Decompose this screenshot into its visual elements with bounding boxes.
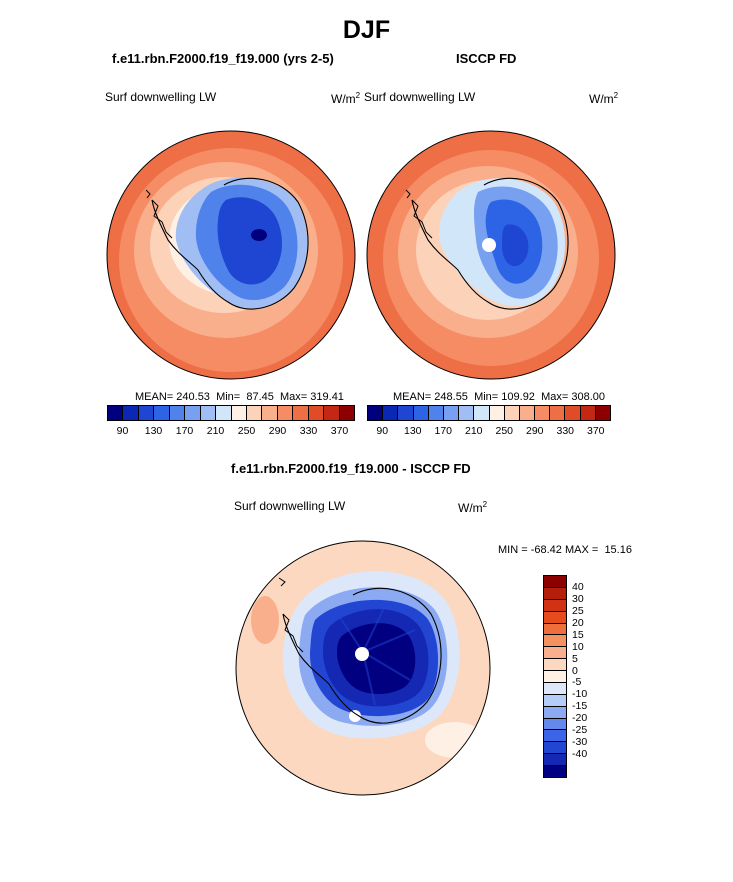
colorbar-swatch [108, 406, 124, 420]
colorbar-swatch [474, 406, 490, 420]
colorbar-tick-label: 130 [403, 425, 422, 437]
obs-colorbar [367, 405, 611, 421]
colorbar-swatch [550, 406, 566, 420]
colorbar-swatch [544, 635, 566, 648]
colorbar-swatch [413, 406, 429, 420]
diff-polar-map [235, 540, 491, 796]
colorbar-tick-label: 370 [586, 425, 605, 437]
colorbar-tick-label: 250 [495, 425, 514, 437]
colorbar-tick-label: 130 [144, 425, 163, 437]
colorbar-tick-label: 40 [572, 580, 584, 593]
model-panel-title: f.e11.rbn.F2000.f19_f19.000 (yrs 2-5) [112, 51, 334, 66]
colorbar-swatch [544, 694, 566, 707]
colorbar-swatch [580, 406, 596, 420]
colorbar-tick-label: 170 [175, 425, 194, 437]
colorbar-swatch [535, 406, 551, 420]
colorbar-swatch [169, 406, 186, 420]
colorbar-swatch [544, 706, 566, 719]
colorbar-tick-label: -15 [572, 700, 588, 713]
model-stats: MEAN= 240.53 Min= 87.45 Max= 319.41 [135, 391, 344, 403]
colorbar-swatch [200, 406, 217, 420]
diff-colorbar [543, 575, 567, 778]
colorbar-swatch [443, 406, 460, 420]
colorbar-tick-label: 370 [330, 425, 349, 437]
colorbar-swatch [383, 406, 399, 420]
colorbar-swatch [544, 587, 566, 600]
colorbar-swatch [308, 406, 325, 420]
colorbar-tick-label: 20 [572, 616, 584, 629]
colorbar-tick-label: 25 [572, 604, 584, 617]
colorbar-swatch [324, 406, 340, 420]
colorbar-tick-label: -40 [572, 748, 588, 761]
colorbar-swatch [339, 406, 354, 420]
colorbar-swatch [544, 671, 566, 683]
colorbar-swatch [123, 406, 139, 420]
colorbar-tick-label: 90 [376, 425, 389, 437]
colorbar-swatch [544, 647, 566, 660]
colorbar-swatch [565, 406, 581, 420]
colorbar-swatch [262, 406, 278, 420]
colorbar-swatch [231, 406, 247, 420]
colorbar-tick-label: 90 [116, 425, 129, 437]
diff-variable-label: Surf downwelling LW [234, 499, 346, 513]
colorbar-swatch [519, 406, 536, 420]
colorbar-tick-label: -5 [572, 676, 582, 689]
obs-polar-map [366, 130, 616, 380]
colorbar-tick-label: 330 [556, 425, 575, 437]
colorbar-swatch [398, 406, 414, 420]
obs-panel-title: ISCCP FD [456, 51, 517, 66]
colorbar-swatch [459, 406, 475, 420]
colorbar-swatch [544, 742, 566, 755]
colorbar-swatch [246, 406, 263, 420]
colorbar-tick-label: 290 [525, 425, 544, 437]
colorbar-swatch [504, 406, 520, 420]
model-colorbar [107, 405, 355, 421]
colorbar-tick-label: 10 [572, 640, 584, 653]
colorbar-swatch [277, 406, 294, 420]
colorbar-swatch [368, 406, 384, 420]
obs-stats: MEAN= 248.55 Min= 109.92 Max= 308.00 [393, 391, 605, 403]
diff-panel-title: f.e11.rbn.F2000.f19_f19.000 - ISCCP FD [231, 461, 471, 476]
colorbar-tick-label: 15 [572, 628, 584, 641]
colorbar-swatch [544, 718, 566, 731]
main-title: DJF [342, 16, 391, 44]
colorbar-swatch [154, 406, 170, 420]
colorbar-swatch [544, 682, 566, 695]
diff-minmax: MIN = -68.42 MAX = 15.16 [498, 544, 632, 556]
colorbar-swatch [138, 406, 155, 420]
diff-units-label: W/m2 [458, 500, 488, 515]
colorbar-tick-label: 0 [572, 664, 578, 677]
model-units-label: W/m2 [331, 91, 361, 106]
colorbar-swatch [185, 406, 201, 420]
colorbar-tick-label: 290 [268, 425, 287, 437]
colorbar-tick-label: -30 [572, 736, 588, 749]
colorbar-tick-label: 210 [464, 425, 483, 437]
colorbar-swatch [595, 406, 610, 420]
colorbar-tick-label: 30 [572, 592, 584, 605]
colorbar-swatch [544, 611, 566, 624]
colorbar-swatch [544, 599, 566, 612]
obs-variable-label: Surf downwelling LW [364, 90, 476, 104]
colorbar-swatch [293, 406, 309, 420]
colorbar-tick-label: 330 [299, 425, 318, 437]
colorbar-swatch [544, 766, 566, 777]
colorbar-swatch [544, 659, 566, 671]
colorbar-tick-label: 250 [237, 425, 256, 437]
model-variable-label: Surf downwelling LW [105, 90, 217, 104]
colorbar-swatch [544, 754, 566, 766]
colorbar-swatch [216, 406, 232, 420]
colorbar-tick-label: -20 [572, 712, 588, 725]
colorbar-swatch [544, 576, 566, 588]
colorbar-tick-label: 170 [434, 425, 453, 437]
colorbar-swatch [489, 406, 505, 420]
colorbar-swatch [544, 730, 566, 743]
colorbar-tick-label: -25 [572, 724, 588, 737]
colorbar-tick-label: -10 [572, 688, 588, 701]
obs-units-label: W/m2 [589, 91, 619, 106]
colorbar-swatch [544, 623, 566, 636]
colorbar-tick-label: 210 [206, 425, 225, 437]
model-polar-map [106, 130, 356, 380]
colorbar-swatch [428, 406, 444, 420]
colorbar-tick-label: 5 [572, 652, 578, 665]
